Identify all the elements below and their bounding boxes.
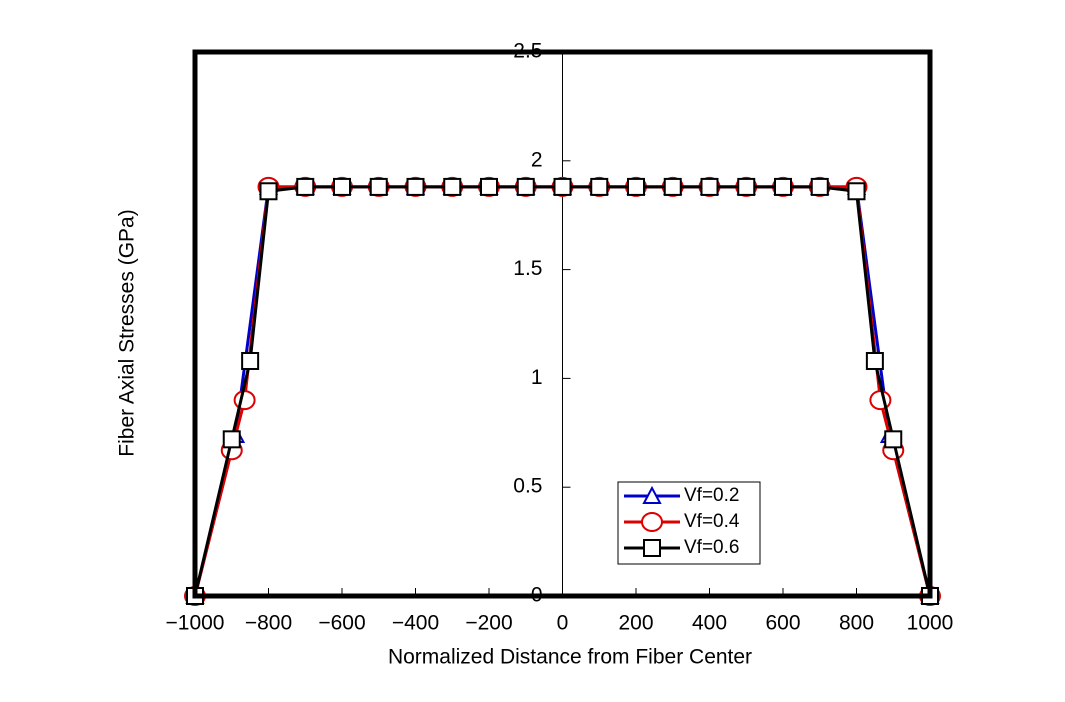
marker [443,177,462,196]
legend-marker [641,512,663,532]
marker [480,177,498,196]
x-tick-label: −200 [465,612,512,635]
x-tick-label: 800 [839,612,874,635]
x-tick-label: −800 [245,612,292,635]
marker [737,177,756,196]
marker [869,390,892,411]
x-tick-label: 400 [692,612,727,635]
x-tick-label: −600 [318,612,365,635]
legend-label: Vf=0.4 [684,511,740,532]
x-tick-label: 200 [618,612,653,635]
y-tick-label: 2 [531,148,543,171]
legend-marker [643,539,661,557]
legend-marker [642,485,662,504]
x-tick-label: 1000 [907,612,954,635]
y-tick-label: 1.5 [513,257,542,280]
marker [259,182,278,201]
marker [810,177,829,196]
x-tick-label: −400 [392,612,439,635]
y-axis-label: Fiber Axial Stresses (GPa) [116,209,139,456]
marker [553,177,572,196]
marker [590,177,609,196]
marker [406,177,425,196]
x-tick-label: −1000 [166,612,225,635]
marker [241,351,260,370]
legend-label: Vf=0.2 [684,485,739,506]
marker [333,177,351,196]
y-tick-label: 0.5 [513,475,542,498]
x-tick-label: 0 [557,612,569,635]
marker [700,177,719,196]
x-axis-label: Normalized Distance from Fiber Center [388,646,752,669]
marker [369,177,388,196]
marker [865,351,884,370]
marker [627,177,645,196]
marker [884,430,903,449]
marker [233,390,256,411]
y-tick-label: 1 [531,366,543,389]
plot-frame [192,49,933,599]
marker [516,177,535,196]
marker [774,177,792,196]
x-tick-label: 600 [765,612,800,635]
marker [663,177,682,196]
marker [222,430,241,449]
marker [296,177,315,196]
legend-label: Vf=0.6 [684,537,739,558]
marker [847,182,866,201]
